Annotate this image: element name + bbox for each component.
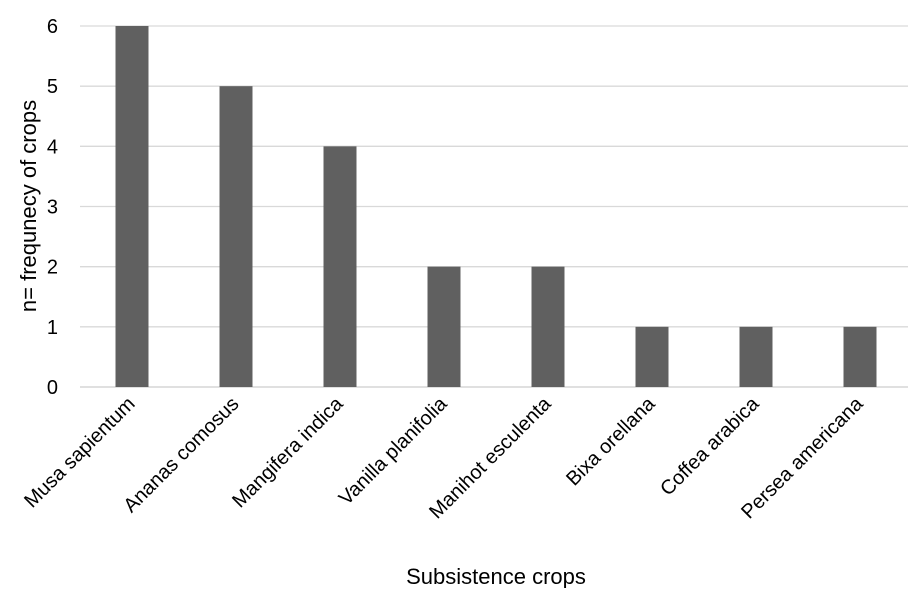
y-axis-title: n= frequnecy of crops xyxy=(16,100,41,312)
x-tick-label: Musa sapientum xyxy=(20,393,139,512)
x-axis-title: Subsistence crops xyxy=(406,564,586,588)
y-tick-label: 3 xyxy=(47,197,58,219)
x-tick-label: Mangifera indica xyxy=(228,392,348,512)
y-tick-label: 1 xyxy=(47,317,58,339)
x-tick-label: Coffea arabica xyxy=(656,392,764,500)
y-tick-label: 4 xyxy=(47,136,58,158)
bar-bixa-orellana xyxy=(635,326,669,387)
x-tick-label: Ananas comosus xyxy=(119,393,243,517)
x-tick-label: Bixa orellana xyxy=(562,392,660,490)
bar-persea-americana xyxy=(843,326,877,387)
y-axis-ticks: 0 1 2 3 4 5 6 xyxy=(47,16,58,399)
y-tick-label: 0 xyxy=(47,377,58,399)
y-tick-label: 2 xyxy=(47,257,58,279)
bar-mangifera-indica xyxy=(323,146,357,387)
bars xyxy=(115,26,877,388)
gridlines xyxy=(80,25,908,388)
bar-musa-sapientum xyxy=(115,26,149,387)
y-tick-label: 6 xyxy=(47,16,58,38)
bar-ananas-comosus xyxy=(219,86,253,388)
bar-vanilla-planifolia xyxy=(427,266,461,387)
x-tick-label: Vanilla planifolia xyxy=(335,392,452,509)
bar-coffea-arabica xyxy=(739,326,773,387)
y-tick-label: 5 xyxy=(47,76,58,98)
bar-manihot-esculenta xyxy=(531,266,565,387)
